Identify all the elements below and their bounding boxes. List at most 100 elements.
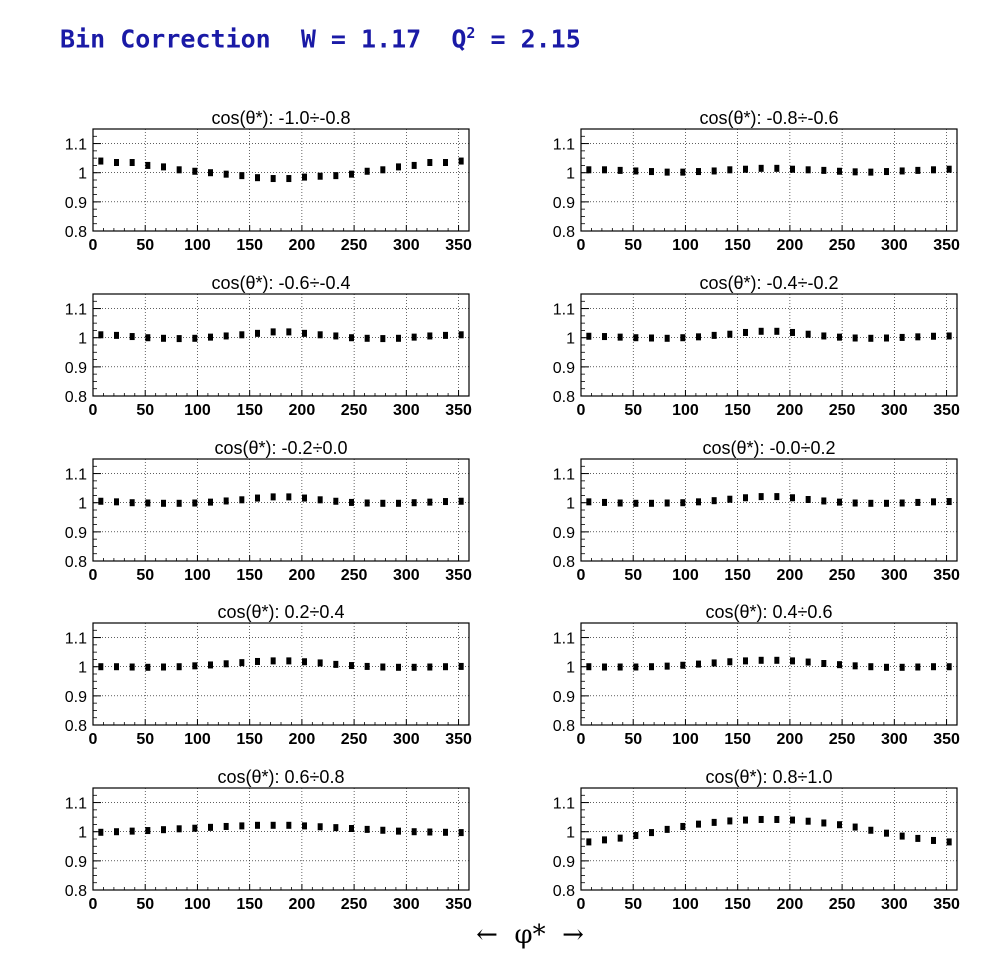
data-point bbox=[617, 333, 623, 341]
data-point bbox=[443, 498, 448, 506]
data-point bbox=[649, 334, 654, 342]
data-point bbox=[98, 663, 104, 671]
data-point bbox=[586, 332, 592, 340]
data-point bbox=[711, 167, 717, 175]
x-tick-label: 0 bbox=[89, 896, 98, 913]
data-point bbox=[223, 332, 229, 340]
data-point bbox=[98, 157, 104, 165]
data-point bbox=[333, 824, 339, 832]
x-tick-label: 250 bbox=[341, 731, 368, 748]
data-point bbox=[790, 328, 795, 336]
data-point bbox=[931, 663, 936, 671]
data-point bbox=[868, 499, 874, 507]
data-point bbox=[114, 663, 119, 671]
y-tick-label: 0.9 bbox=[65, 360, 87, 377]
data-point bbox=[680, 499, 686, 507]
data-point bbox=[255, 494, 260, 502]
data-point bbox=[696, 168, 701, 176]
y-tick-label: 1.1 bbox=[65, 137, 87, 154]
data-point bbox=[239, 496, 245, 504]
x-tick-label: 300 bbox=[881, 237, 908, 254]
x-tick-label: 350 bbox=[933, 237, 960, 254]
data-point bbox=[743, 657, 748, 665]
y-tick-label: 1.1 bbox=[553, 467, 575, 484]
panel-2: cos(θ*): -0.8÷-0.6 0 50 100 150 200 250 300 350 0… bbox=[553, 108, 960, 254]
plot-frame bbox=[92, 458, 470, 562]
data-point bbox=[617, 166, 623, 174]
data-point bbox=[129, 499, 135, 507]
data-point bbox=[176, 663, 182, 671]
data-point bbox=[286, 493, 292, 501]
data-point bbox=[774, 815, 780, 823]
data-point bbox=[458, 829, 464, 837]
data-point bbox=[837, 661, 842, 669]
y-tick-label: 1.1 bbox=[553, 631, 575, 648]
main-title-text: Bin Correction W = 1.17 Q bbox=[60, 24, 467, 54]
data-point bbox=[286, 657, 292, 665]
data-point bbox=[727, 817, 733, 825]
data-point bbox=[427, 332, 433, 340]
data-point bbox=[852, 823, 858, 831]
data-point bbox=[758, 493, 764, 501]
data-point bbox=[317, 659, 323, 667]
data-point bbox=[664, 499, 670, 507]
data-point bbox=[208, 661, 213, 669]
data-point bbox=[727, 658, 733, 666]
data-point bbox=[633, 832, 639, 840]
data-point bbox=[145, 161, 151, 169]
y-tick-label: 0.8 bbox=[553, 224, 575, 241]
data-point bbox=[837, 167, 842, 175]
x-tick-label: 300 bbox=[393, 402, 420, 419]
data-point bbox=[317, 496, 323, 504]
data-point bbox=[884, 168, 889, 176]
y-tick-label: 0.9 bbox=[553, 195, 575, 212]
x-tick-label: 100 bbox=[672, 567, 699, 584]
plot-frame bbox=[92, 293, 470, 397]
x-tick-label: 100 bbox=[672, 237, 699, 254]
x-tick-label: 350 bbox=[933, 731, 960, 748]
data-point bbox=[364, 334, 370, 342]
x-tick-label: 150 bbox=[724, 402, 751, 419]
data-point bbox=[458, 497, 464, 505]
data-point bbox=[790, 165, 795, 173]
data-point bbox=[743, 165, 748, 173]
data-point bbox=[145, 663, 151, 671]
y-tick-label: 1 bbox=[78, 825, 87, 842]
x-tick-label: 200 bbox=[777, 896, 804, 913]
y-tick-label: 0.9 bbox=[553, 689, 575, 706]
data-point bbox=[821, 497, 827, 505]
data-point bbox=[145, 499, 151, 507]
data-point bbox=[364, 167, 370, 175]
data-point bbox=[868, 826, 874, 834]
y-tick-label: 1.1 bbox=[553, 796, 575, 813]
x-tick-label: 0 bbox=[89, 567, 98, 584]
data-point bbox=[821, 332, 827, 340]
data-point bbox=[617, 834, 623, 842]
data-point bbox=[790, 816, 795, 824]
panel-4: cos(θ*): -0.4÷-0.2 0 50 100 150 200 250 300 350 0… bbox=[553, 273, 960, 419]
data-point bbox=[774, 164, 780, 172]
plot-frame bbox=[580, 458, 958, 562]
y-tick-label: 0.9 bbox=[65, 195, 87, 212]
data-point bbox=[98, 497, 104, 505]
data-point bbox=[223, 170, 229, 178]
panel-3: cos(θ*): -0.6÷-0.4 0 50 100 150 200 250 300 350 0… bbox=[65, 273, 472, 419]
data-point bbox=[931, 498, 936, 506]
data-point bbox=[145, 827, 151, 835]
y-tick-label: 0.8 bbox=[553, 883, 575, 900]
data-point bbox=[805, 496, 811, 504]
data-point bbox=[427, 498, 433, 506]
data-point bbox=[899, 167, 905, 175]
data-point bbox=[349, 334, 354, 342]
panel-7: cos(θ*): 0.2÷0.4 0 50 100 150 200 250 300 350 0.8… bbox=[65, 602, 472, 748]
data-point bbox=[411, 828, 417, 836]
data-point bbox=[649, 168, 654, 176]
data-point bbox=[223, 822, 229, 830]
data-point bbox=[915, 166, 921, 174]
data-point bbox=[649, 499, 654, 507]
data-point bbox=[427, 828, 433, 836]
main-title-superscript: 2 bbox=[466, 24, 476, 42]
data-point bbox=[602, 498, 607, 506]
data-point bbox=[349, 825, 354, 833]
data-point bbox=[380, 499, 386, 507]
